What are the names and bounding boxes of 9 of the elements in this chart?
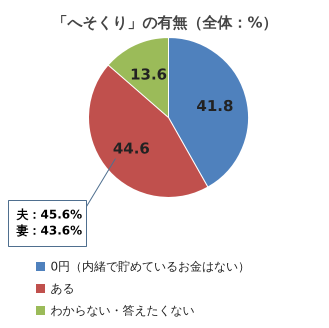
legend-label: 0円（内緒で貯めているお金はない）: [50, 260, 250, 274]
text: 妻：43.6%: [16, 224, 82, 238]
text: 夫：45.6%: [16, 208, 82, 222]
data-label: 44.6: [112, 139, 150, 158]
chart-title: 「へそくり」の有無（全体：%）: [52, 14, 278, 32]
legend-label: ある: [50, 282, 74, 296]
data-label: 41.8: [196, 96, 234, 115]
data-label: 13.6: [130, 65, 168, 84]
legend-label: わからない・答えたくない: [50, 304, 194, 318]
